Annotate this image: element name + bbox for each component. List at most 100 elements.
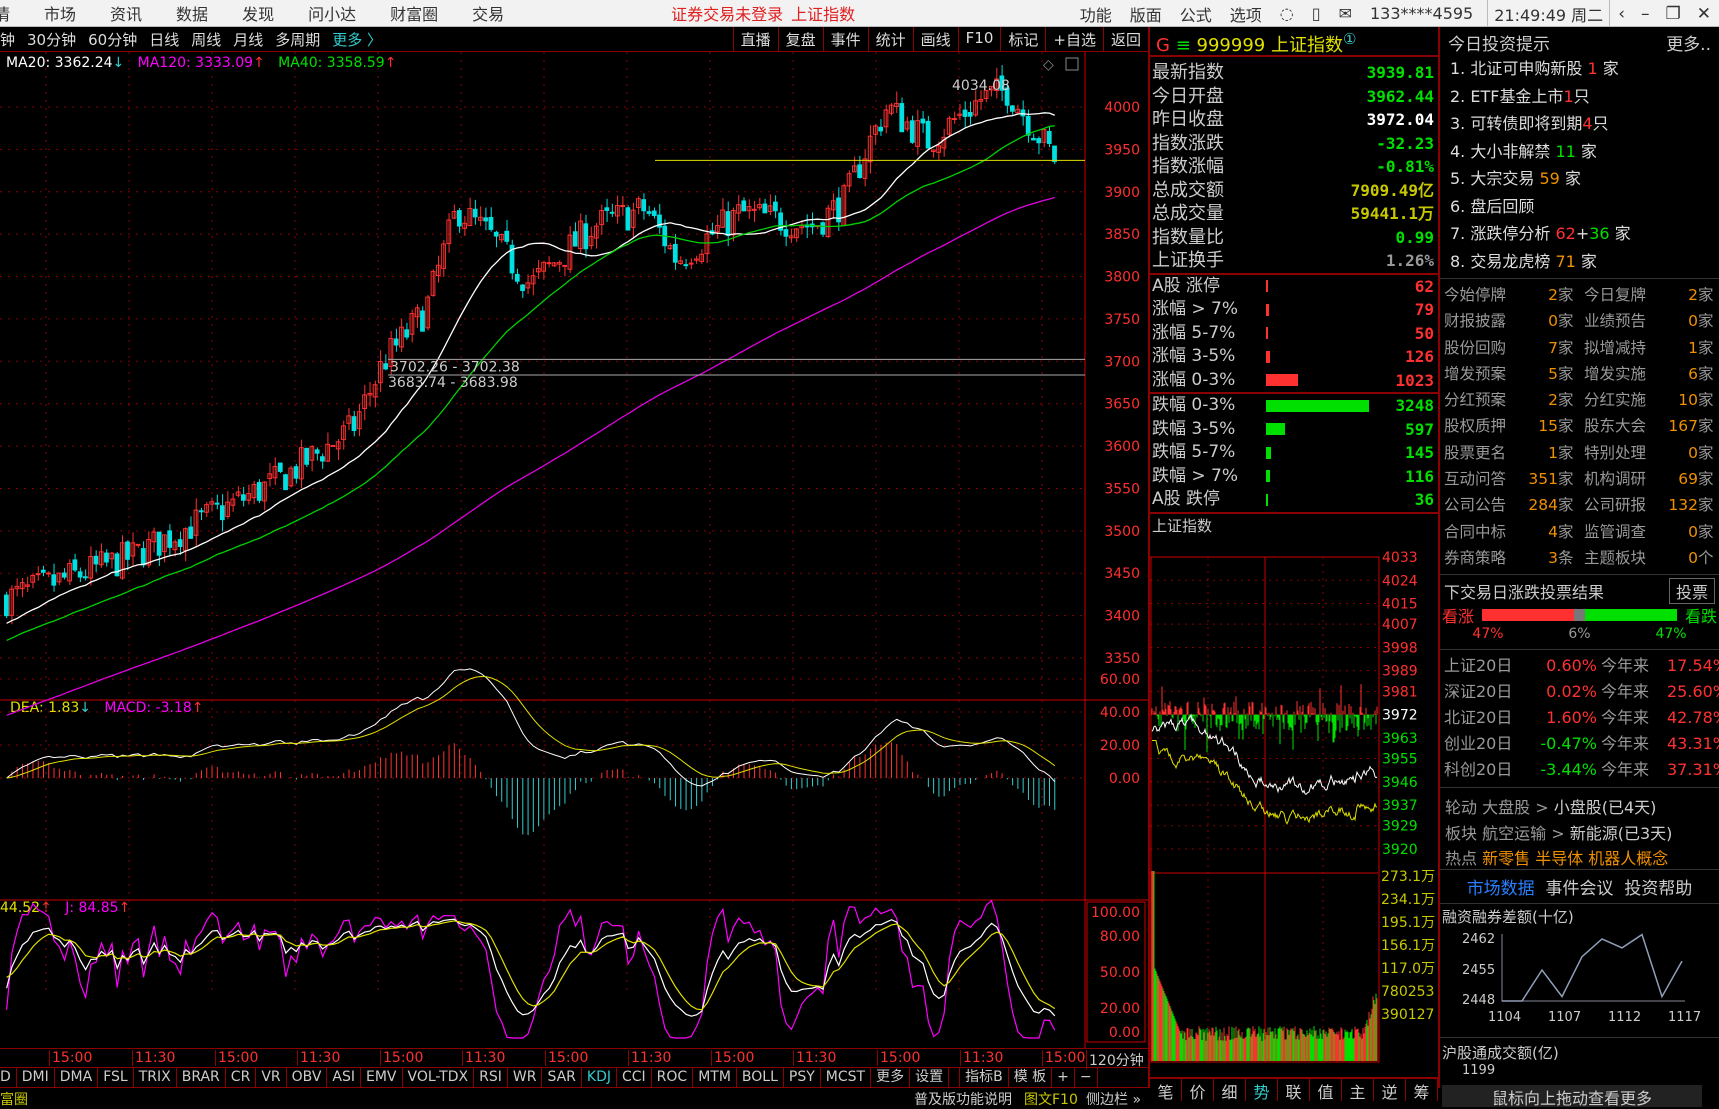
indicator-tab[interactable]: BRAR — [177, 1068, 226, 1087]
period-tab[interactable]: 月线 — [233, 30, 264, 49]
menu-item[interactable]: 问小达 — [308, 5, 357, 24]
stat-label[interactable]: 主题板块 — [1584, 548, 1647, 567]
indicator-tab[interactable]: + — [1052, 1068, 1075, 1087]
stat-label[interactable]: 今日复牌 — [1584, 286, 1647, 304]
action-button[interactable]: 直播 — [732, 27, 778, 52]
more-periods-button[interactable]: 更多 〉 — [332, 30, 383, 49]
stat-label[interactable]: 股份回购 — [1444, 338, 1507, 357]
menu-item[interactable]: 选项 — [1229, 5, 1262, 25]
intraday-tab[interactable]: 势 — [1246, 1078, 1278, 1102]
period-label[interactable]: 120分钟 — [1086, 1050, 1144, 1070]
tip-item[interactable]: 6. 盘后回顾 — [1440, 193, 1719, 221]
indicator-tab[interactable]: 模 板 — [1009, 1068, 1053, 1087]
menu-item[interactable]: 公式 — [1179, 5, 1212, 25]
stat-label[interactable]: 公司研报 — [1584, 496, 1647, 515]
indicator-tab[interactable]: VOL-TDX — [403, 1068, 475, 1087]
indicator-tab[interactable]: TRIX — [134, 1068, 177, 1087]
stat-label[interactable]: 增发实施 — [1584, 364, 1647, 383]
intraday-chart[interactable]: 4033 4024 4015 4007 3998 3989 3981 3972 3963 3955… — [1150, 537, 1438, 1073]
hot-row[interactable]: 热点 新零售 半导体 机器人概念 — [1445, 849, 1669, 869]
status-left[interactable]: 富圈 — [0, 1092, 28, 1108]
tip-item[interactable]: 1. 北证可申购新股 1 家 — [1440, 55, 1719, 83]
period-tab[interactable]: 多周期 — [275, 30, 321, 49]
tab-events[interactable]: 事件会议 — [1545, 878, 1614, 899]
stat-label[interactable]: 股票更名 — [1444, 443, 1507, 462]
indicator-tab[interactable]: PSY — [784, 1068, 821, 1087]
diamond-icon[interactable]: ◇ — [1043, 57, 1054, 73]
indicator-tab[interactable]: RSI — [474, 1068, 508, 1087]
indicator-tab[interactable]: FSL — [98, 1068, 134, 1087]
indicator-tab[interactable] — [949, 1068, 961, 1087]
intraday-tab[interactable]: 笔 — [1150, 1078, 1182, 1102]
tip-item[interactable]: 7. 涨跌停分析 62+36 家 — [1440, 220, 1719, 248]
indicator-tab[interactable]: KDJ — [582, 1068, 617, 1087]
tab-market-data[interactable]: 市场数据 — [1466, 878, 1535, 899]
indicator-tab[interactable]: ASI — [327, 1068, 361, 1087]
stat-label[interactable]: 增发预案 — [1444, 364, 1507, 383]
user-account[interactable]: 133****4595 — [1369, 4, 1474, 23]
period-tab[interactable]: 周线 — [191, 30, 222, 49]
action-button[interactable]: 标记 — [1000, 27, 1045, 52]
f10-link[interactable]: 图文F10 — [1024, 1092, 1078, 1108]
phone-icon[interactable]: ▯ — [1311, 4, 1321, 23]
stat-label[interactable]: 业绩预告 — [1584, 312, 1647, 331]
tip-item[interactable]: 5. 大宗交易 59 家 — [1440, 165, 1719, 193]
tips-more-link[interactable]: 更多.. — [1666, 35, 1711, 55]
stat-label[interactable]: 今始停牌 — [1444, 286, 1507, 304]
mail-icon[interactable]: ✉ — [1338, 4, 1352, 23]
indicator-tab[interactable]: VR — [256, 1068, 287, 1087]
action-button[interactable]: 返回 — [1102, 27, 1148, 52]
intraday-tab[interactable]: 主 — [1342, 1078, 1374, 1102]
action-button[interactable]: +自选 — [1045, 27, 1103, 52]
indicator-tab[interactable]: 指标B — [960, 1068, 1009, 1087]
stat-label[interactable]: 财报披露 — [1444, 312, 1507, 331]
menu-item[interactable]: 发现 — [242, 5, 275, 24]
indicator-tab[interactable]: MTM — [693, 1068, 737, 1087]
stat-label[interactable]: 公司公告 — [1444, 496, 1507, 515]
stat-label[interactable]: 拟增减持 — [1584, 338, 1647, 357]
menu-item[interactable]: 市场 — [44, 5, 77, 24]
tip-item[interactable]: 3. 可转债即将到期4只 — [1440, 110, 1719, 138]
intraday-tab[interactable]: 联 — [1278, 1078, 1310, 1102]
back-icon[interactable]: ‹ — [1618, 3, 1625, 24]
refresh-icon[interactable]: ◌ — [1279, 4, 1294, 23]
stat-label[interactable]: 互动问答 — [1444, 470, 1507, 489]
menu-item[interactable]: 功能 — [1079, 5, 1112, 25]
menu-item[interactable]: 交易 — [472, 5, 505, 24]
period-tab[interactable]: 60分钟 — [88, 30, 138, 49]
action-button[interactable]: 统计 — [867, 27, 913, 52]
stat-label[interactable]: 股权质押 — [1444, 417, 1507, 436]
sidebar-toggle[interactable]: 侧边栏 » — [1086, 1092, 1142, 1108]
indicator-tab[interactable]: DMI — [17, 1068, 55, 1087]
stat-label[interactable]: 券商策略 — [1444, 548, 1507, 567]
tip-item[interactable]: 2. ETF基金上市1只 — [1440, 83, 1719, 111]
stat-label[interactable]: 特别处理 — [1584, 443, 1647, 462]
stat-label[interactable]: 监管调查 — [1584, 522, 1647, 541]
restore-icon[interactable]: ❐ — [1665, 3, 1681, 24]
stat-label[interactable]: 合同中标 — [1444, 522, 1507, 541]
action-button[interactable]: 事件 — [822, 27, 868, 52]
indicator-tab[interactable]: SAR — [542, 1068, 582, 1087]
intraday-tab[interactable]: 筹 — [1406, 1078, 1438, 1102]
period-tab[interactable]: 钟 — [0, 30, 16, 49]
help-link[interactable]: 普及版功能说明 — [914, 1092, 1012, 1108]
intraday-tab[interactable]: 细 — [1214, 1078, 1246, 1102]
menu-item[interactable]: 数据 — [176, 5, 209, 24]
indicator-tab[interactable]: EMV — [361, 1068, 403, 1087]
menu-item[interactable]: 情 — [0, 5, 11, 24]
indicator-tab[interactable]: CCI — [617, 1068, 652, 1087]
indicator-tab[interactable]: − — [1075, 1068, 1098, 1087]
indicator-tab[interactable]: OBV — [287, 1068, 328, 1087]
tab-help[interactable]: 投资帮助 — [1624, 878, 1693, 899]
period-tab[interactable]: 30分钟 — [27, 30, 77, 49]
indicator-tab[interactable]: WR — [508, 1068, 543, 1087]
indicator-tab[interactable]: D — [0, 1068, 17, 1087]
stat-label[interactable]: 分红实施 — [1584, 391, 1647, 410]
tip-item[interactable]: 4. 大小非解禁 11 家 — [1440, 138, 1719, 166]
action-button[interactable]: F10 — [957, 27, 1001, 52]
menu-item[interactable]: 财富圈 — [390, 5, 439, 24]
panel-toggle-icon[interactable] — [1065, 57, 1079, 71]
intraday-tab[interactable]: 值 — [1310, 1078, 1342, 1102]
menu-item[interactable]: 资讯 — [110, 5, 143, 24]
login-warning[interactable]: 证券交易未登录 — [671, 5, 784, 24]
